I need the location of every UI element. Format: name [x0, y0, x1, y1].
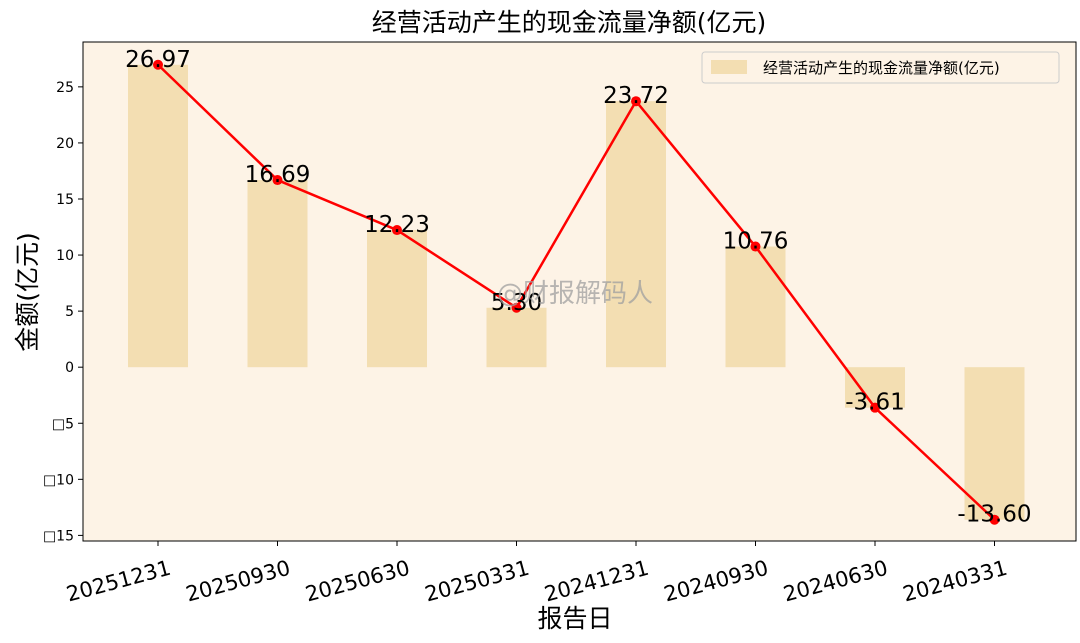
- legend-swatch: [711, 60, 747, 74]
- y-tick-label: 25: [56, 80, 74, 96]
- line-point: [870, 402, 880, 413]
- bar: [845, 367, 905, 408]
- x-tick-label: 20250930: [183, 556, 292, 607]
- bar: [725, 246, 786, 368]
- legend: 经营活动产生的现金流量净额(亿元): [701, 51, 1060, 84]
- data-label: -13.60: [957, 502, 1031, 528]
- line-point: [392, 225, 402, 236]
- x-axis-title: 报告日: [537, 604, 612, 633]
- series-line: [157, 63, 996, 521]
- y-tick-label: 20: [56, 136, 74, 152]
- bar: [367, 230, 427, 368]
- y-tick-label: 5: [65, 304, 74, 320]
- plot-frame: [82, 41, 1077, 542]
- data-label: -3.61: [845, 390, 905, 416]
- x-tick-label: 20240331: [900, 556, 1009, 607]
- watermark: @财报解码人: [497, 279, 653, 309]
- line-point: [989, 514, 1000, 525]
- y-tick-label: □15: [43, 528, 74, 544]
- x-tick-label: 20250630: [303, 556, 412, 607]
- line-point: [511, 302, 522, 313]
- line-point: [750, 241, 761, 252]
- y-tick-label: 15: [56, 192, 74, 208]
- legend-box: [701, 51, 1060, 84]
- line-point: [153, 59, 163, 70]
- data-label: 5.30: [491, 290, 542, 316]
- bar: [486, 307, 547, 368]
- line-point: [631, 96, 641, 107]
- y-axis-title: 金额(亿元): [13, 232, 42, 352]
- data-label: 26.97: [125, 47, 191, 73]
- legend-label: 经营活动产生的现金流量净额(亿元): [763, 59, 1000, 77]
- bar: [964, 367, 1025, 520]
- x-tick-label: 20240630: [781, 556, 890, 607]
- y-tick-label: 0: [65, 360, 74, 376]
- line-point: [272, 175, 283, 186]
- x-tick-label: 20241231: [542, 556, 651, 607]
- y-tick-label: 10: [56, 248, 74, 264]
- data-label: 23.72: [603, 83, 669, 109]
- y-tick-label: □10: [43, 472, 74, 488]
- y-tick-label: □5: [52, 416, 74, 432]
- data-label: 16.69: [245, 162, 311, 188]
- x-tick-label: 20250331: [422, 556, 531, 607]
- x-tick-label: 20240930: [661, 556, 770, 607]
- data-label: 12.23: [364, 212, 430, 238]
- bar: [247, 180, 308, 368]
- data-label: 10.76: [723, 229, 789, 255]
- x-tick-label: 20251231: [64, 556, 173, 607]
- chart-title: 经营活动产生的现金流量净额(亿元): [372, 8, 767, 37]
- bar: [606, 101, 666, 368]
- bar: [128, 64, 188, 368]
